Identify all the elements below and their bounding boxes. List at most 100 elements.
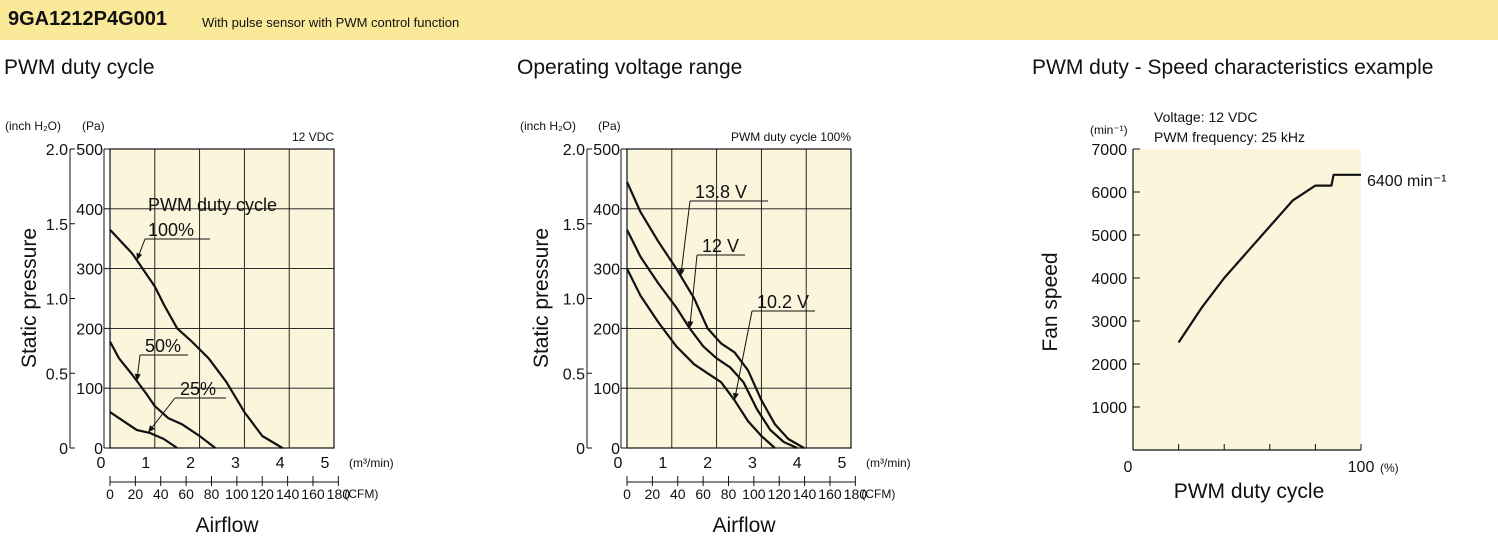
x-axis-title: Airflow <box>195 514 259 537</box>
series-line <box>109 411 178 449</box>
x-tick-label: 5 <box>321 455 330 472</box>
x2-tick-label: 180 <box>844 486 868 502</box>
x-unit-label: (%) <box>1380 461 1399 475</box>
series-label: 13.8 V <box>695 182 747 202</box>
annotation-label: PWM duty cycle <box>148 195 277 215</box>
y2-tick-label: 0.5 <box>563 366 585 383</box>
x-unit-label: (m³/min) <box>349 456 394 470</box>
arrow-line <box>734 310 753 401</box>
plot-area <box>109 148 335 449</box>
model-number: 9GA1212P4G001 <box>8 8 168 30</box>
model-description: With pulse sensor with PWM control funct… <box>202 15 460 30</box>
plot-area <box>1133 149 1361 450</box>
x-tick-label: 2 <box>703 455 712 472</box>
series-line <box>109 341 216 449</box>
x2-tick-label: 80 <box>204 486 220 502</box>
y2-tick-label: 0 <box>59 441 68 458</box>
y2-unit-label: (inch H₂O) <box>5 119 61 133</box>
x2-tick-label: 60 <box>695 486 711 502</box>
y-tick-label: 300 <box>593 262 620 279</box>
y-tick-label: 500 <box>593 142 620 159</box>
x-tick-label: 100 <box>1348 459 1375 476</box>
series-label: 100% <box>148 220 194 240</box>
x2-tick-label: 40 <box>670 486 686 502</box>
series-line <box>626 229 798 450</box>
arrow-head <box>732 392 739 401</box>
x2-unit-label: (CFM) <box>861 487 895 501</box>
x2-tick-label: 160 <box>301 486 325 502</box>
series-label: 10.2 V <box>757 292 809 312</box>
x2-tick-label: 100 <box>742 486 766 502</box>
y-tick-label: 0 <box>611 441 620 458</box>
x2-tick-label: 100 <box>225 486 249 502</box>
chart-condition: PWM frequency: 25 kHz <box>1154 129 1305 145</box>
x-tick-label: 1 <box>658 455 667 472</box>
y-tick-label: 300 <box>76 262 103 279</box>
y-tick-label: 100 <box>76 381 103 398</box>
y-tick-label: 400 <box>76 202 103 219</box>
chart-title: Operating voltage range <box>517 56 742 79</box>
series-line <box>626 268 776 449</box>
x-tick-label: 0 <box>97 455 106 472</box>
x-tick-label: 5 <box>838 455 847 472</box>
y2-unit-label: (inch H₂O) <box>520 119 576 133</box>
y-tick-label: 2000 <box>1091 357 1127 374</box>
arrow-head <box>136 252 143 261</box>
arrow-head <box>687 321 694 329</box>
x2-tick-label: 140 <box>276 486 300 502</box>
x2-tick-label: 160 <box>818 486 842 502</box>
series-label: 12 V <box>702 236 739 256</box>
y-tick-label: 4000 <box>1091 271 1127 288</box>
y-tick-label: 3000 <box>1091 314 1127 331</box>
x2-tick-label: 20 <box>645 486 661 502</box>
y-tick-label: 0 <box>94 441 103 458</box>
y-tick-label: 200 <box>593 321 620 338</box>
y-tick-label: 6000 <box>1091 185 1127 202</box>
x2-tick-label: 140 <box>793 486 817 502</box>
y2-tick-label: 1.5 <box>563 217 585 234</box>
y-tick-label: 100 <box>593 381 620 398</box>
y-axis-title: Static pressure <box>530 228 553 368</box>
chart-condition: PWM duty cycle 100% <box>731 130 851 144</box>
arrow-head <box>134 373 141 382</box>
y2-tick-label: 0.5 <box>46 366 68 383</box>
y2-tick-label: 1.0 <box>563 292 585 309</box>
chart-condition: Voltage: 12 VDC <box>1154 109 1258 125</box>
x2-tick-label: 80 <box>721 486 737 502</box>
y-axis-title: Static pressure <box>18 228 41 368</box>
x2-tick-label: 120 <box>768 486 792 502</box>
y2-tick-label: 2.0 <box>46 142 68 159</box>
x-unit-label: (m³/min) <box>866 456 911 470</box>
x2-tick-label: 180 <box>327 486 351 502</box>
arrow-line <box>680 200 691 277</box>
x2-tick-label: 20 <box>128 486 144 502</box>
x-tick-label: 4 <box>276 455 285 472</box>
x-tick-label: 4 <box>793 455 802 472</box>
header-bar: 9GA1212P4G001 With pulse sensor with PWM… <box>0 0 1498 40</box>
arrow-line <box>147 397 176 433</box>
x-axis-title: Airflow <box>712 514 776 537</box>
arrow-head <box>678 268 685 277</box>
series-line <box>625 181 805 449</box>
x-tick-label: 3 <box>748 455 757 472</box>
y-axis-title: Fan speed <box>1039 252 1062 351</box>
chart-title: PWM duty - Speed characteristics example <box>1032 56 1433 79</box>
arrow-head <box>148 425 155 433</box>
y-unit-label: (Pa) <box>82 119 105 133</box>
y-tick-label: 5000 <box>1091 228 1127 245</box>
y-tick-label: 500 <box>76 142 103 159</box>
x-tick-label: 0 <box>614 455 623 472</box>
y-unit-label: (min⁻¹) <box>1090 123 1128 137</box>
y2-tick-label: 1.0 <box>46 292 68 309</box>
x2-tick-label: 60 <box>178 486 194 502</box>
series-label: 50% <box>145 336 181 356</box>
y-tick-label: 7000 <box>1091 142 1127 159</box>
x-tick-label: 0 <box>1124 459 1133 476</box>
x2-tick-label: 120 <box>251 486 275 502</box>
series-line <box>109 228 284 449</box>
y2-tick-label: 2.0 <box>563 142 585 159</box>
y-tick-label: 1000 <box>1091 400 1127 417</box>
x-axis-title: PWM duty cycle <box>1174 480 1325 503</box>
x2-unit-label: (CFM) <box>344 487 378 501</box>
